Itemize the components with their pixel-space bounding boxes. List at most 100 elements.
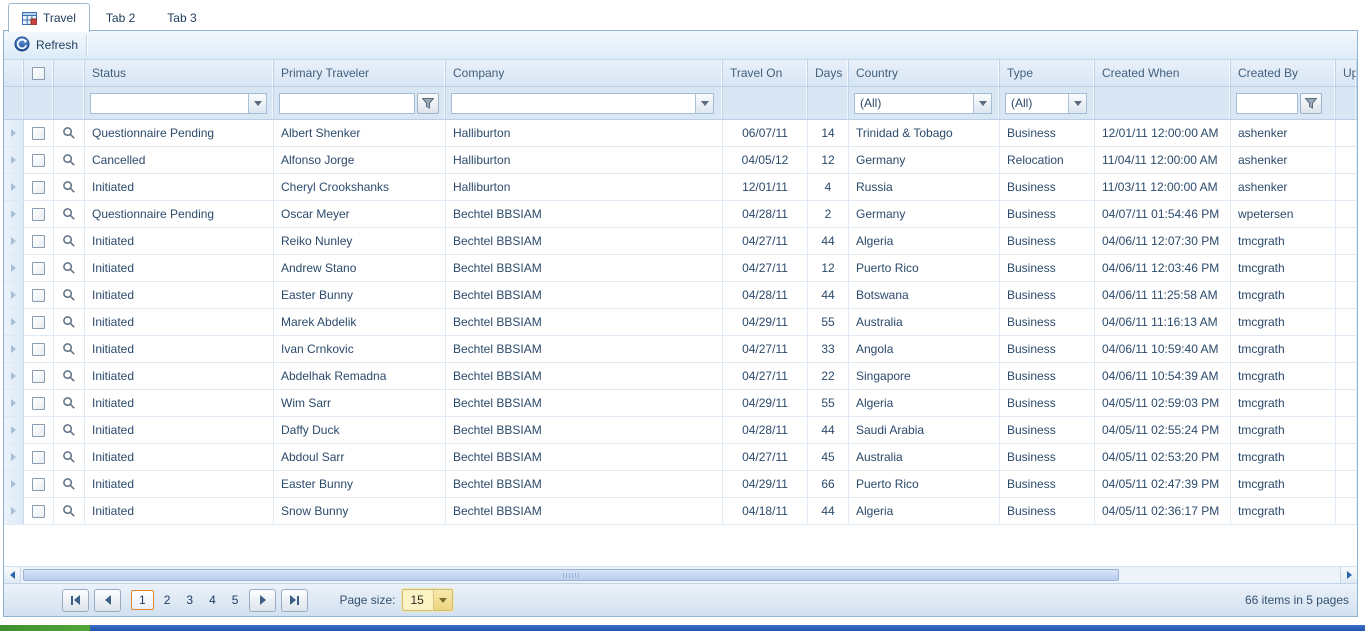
page-size-select[interactable]: 15 — [402, 589, 454, 611]
row-magnifier-button[interactable] — [54, 228, 85, 254]
row-checkbox[interactable] — [32, 423, 45, 437]
page-number-5[interactable]: 5 — [231, 593, 239, 607]
row-checkbox[interactable] — [32, 396, 45, 410]
row-expand-button[interactable] — [4, 174, 24, 200]
row-checkbox[interactable] — [32, 369, 45, 383]
tab-label: Tab 3 — [167, 10, 197, 25]
tab-3[interactable]: Tab 3 — [151, 4, 212, 31]
header-created-by[interactable]: Created By — [1231, 60, 1336, 86]
grid-empty-area — [4, 525, 1357, 566]
row-expand-button[interactable] — [4, 255, 24, 281]
scrollbar-thumb[interactable] — [23, 569, 1119, 581]
row-checkbox[interactable] — [32, 342, 45, 356]
bottom-strip-blue — [90, 625, 1365, 631]
row-checkbox-cell — [24, 471, 54, 497]
row-checkbox[interactable] — [32, 234, 45, 248]
row-expand-button[interactable] — [4, 228, 24, 254]
row-checkbox[interactable] — [32, 450, 45, 464]
row-expand-button[interactable] — [4, 417, 24, 443]
row-checkbox[interactable] — [32, 288, 45, 302]
items-summary: 66 items in 5 pages — [1244, 593, 1349, 607]
row-checkbox[interactable] — [32, 261, 45, 275]
row-magnifier-button[interactable] — [54, 471, 85, 497]
page-number-3[interactable]: 3 — [186, 593, 194, 607]
header-company[interactable]: Company — [446, 60, 723, 86]
row-expand-button[interactable] — [4, 390, 24, 416]
row-checkbox[interactable] — [32, 504, 45, 518]
tab-2[interactable]: Tab 2 — [90, 4, 151, 31]
header-status[interactable]: Status — [85, 60, 274, 86]
next-page-button[interactable] — [249, 588, 277, 612]
cell-country: Algeria — [849, 498, 1000, 524]
row-checkbox[interactable] — [32, 126, 45, 140]
chevron-down-icon[interactable] — [1068, 93, 1086, 113]
funnel-filter-icon[interactable] — [417, 92, 439, 114]
row-magnifier-button[interactable] — [54, 444, 85, 470]
row-checkbox[interactable] — [32, 180, 45, 194]
filter-company-cell — [446, 87, 723, 119]
row-expand-button[interactable] — [4, 120, 24, 146]
page-number-4[interactable]: 4 — [209, 593, 216, 607]
prev-page-button[interactable] — [94, 588, 121, 612]
company-filter-combo[interactable] — [451, 92, 714, 114]
chevron-down-icon[interactable] — [248, 93, 266, 113]
traveler-filter-input[interactable] — [279, 92, 415, 114]
scroll-right-button[interactable] — [1340, 567, 1357, 583]
row-magnifier-button[interactable] — [54, 147, 85, 173]
status-filter-combo[interactable] — [90, 92, 267, 114]
row-magnifier-button[interactable] — [54, 174, 85, 200]
table-row: Initiated Ivan Crnkovic Bechtel BBSIAM 04/2… — [4, 336, 1357, 363]
row-checkbox[interactable] — [32, 477, 45, 491]
type-filter-combo[interactable]: (All) — [1005, 92, 1087, 114]
funnel-filter-icon[interactable] — [1300, 92, 1322, 114]
tab-travel[interactable]: Travel — [8, 3, 90, 32]
header-travel-on[interactable]: Travel On — [723, 60, 808, 86]
cell-created-by: tmcgrath — [1231, 282, 1336, 308]
row-checkbox[interactable] — [32, 315, 45, 329]
row-magnifier-button[interactable] — [54, 417, 85, 443]
cell-type: Business — [1000, 498, 1095, 524]
chevron-down-icon[interactable] — [433, 590, 453, 610]
row-magnifier-button[interactable] — [54, 282, 85, 308]
expand-arrow-icon — [11, 264, 16, 272]
row-expand-button[interactable] — [4, 147, 24, 173]
refresh-button[interactable]: Refresh — [10, 34, 86, 57]
row-expand-button[interactable] — [4, 282, 24, 308]
page-number-2[interactable]: 2 — [163, 593, 171, 607]
row-expand-button[interactable] — [4, 363, 24, 389]
row-expand-button[interactable] — [4, 471, 24, 497]
last-page-button[interactable] — [281, 588, 309, 612]
row-magnifier-button[interactable] — [54, 255, 85, 281]
chevron-down-icon[interactable] — [973, 93, 991, 113]
row-checkbox[interactable] — [32, 153, 45, 167]
scrollbar-track[interactable] — [21, 567, 1340, 583]
row-expand-button[interactable] — [4, 444, 24, 470]
header-created-when[interactable]: Created When — [1095, 60, 1231, 86]
cell-status: Initiated — [85, 255, 274, 281]
header-days[interactable]: Days — [808, 60, 849, 86]
row-checkbox[interactable] — [32, 207, 45, 221]
row-expand-button[interactable] — [4, 201, 24, 227]
chevron-down-icon[interactable] — [695, 93, 713, 113]
row-magnifier-button[interactable] — [54, 120, 85, 146]
country-filter-combo[interactable]: (All) — [854, 92, 992, 114]
scroll-left-button[interactable] — [4, 567, 21, 583]
created-by-filter-input[interactable] — [1236, 92, 1298, 114]
page-number-1[interactable]: 1 — [131, 590, 154, 610]
first-page-button[interactable] — [62, 588, 89, 612]
row-magnifier-button[interactable] — [54, 390, 85, 416]
row-magnifier-button[interactable] — [54, 498, 85, 524]
header-updated[interactable]: Up — [1336, 60, 1357, 86]
header-country[interactable]: Country — [849, 60, 1000, 86]
grid-body: Questionnaire Pending Albert Shenker Halli… — [4, 120, 1357, 525]
row-magnifier-button[interactable] — [54, 363, 85, 389]
header-type[interactable]: Type — [1000, 60, 1095, 86]
row-magnifier-button[interactable] — [54, 201, 85, 227]
row-expand-button[interactable] — [4, 309, 24, 335]
row-expand-button[interactable] — [4, 498, 24, 524]
row-magnifier-button[interactable] — [54, 336, 85, 362]
select-all-checkbox[interactable] — [32, 66, 45, 80]
row-magnifier-button[interactable] — [54, 309, 85, 335]
row-expand-button[interactable] — [4, 336, 24, 362]
header-primary-traveler[interactable]: Primary Traveler — [274, 60, 446, 86]
